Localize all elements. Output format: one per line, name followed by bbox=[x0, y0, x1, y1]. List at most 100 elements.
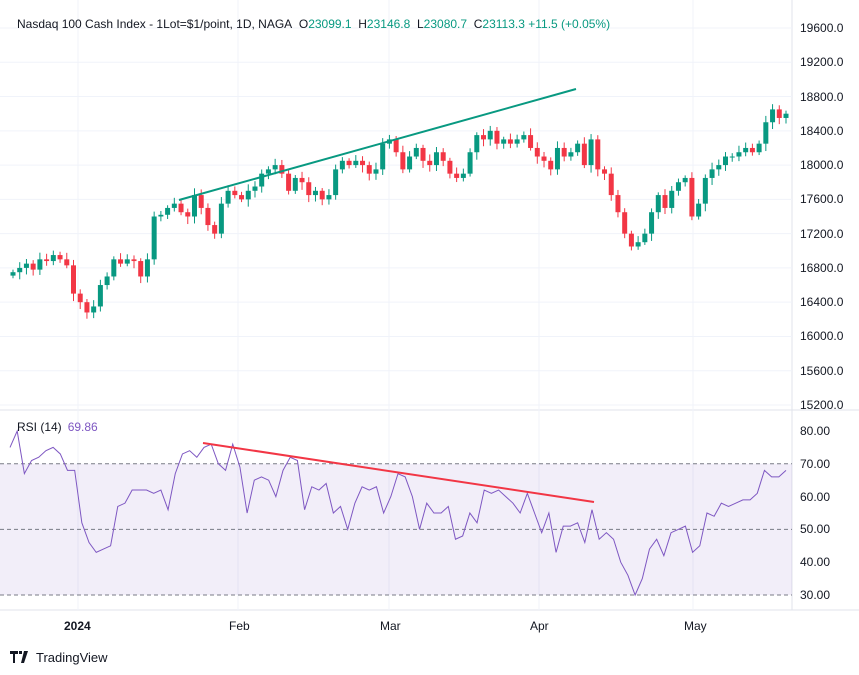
low-value: 23080.7 bbox=[423, 17, 468, 31]
candle-body bbox=[716, 165, 722, 170]
candle-body bbox=[124, 259, 130, 264]
price-tick: 18400.0 bbox=[800, 123, 844, 138]
rsi-label: RSI (14) bbox=[17, 420, 62, 434]
candle-body bbox=[709, 169, 715, 178]
candle-body bbox=[642, 233, 648, 243]
price-tick: 19200.0 bbox=[800, 55, 844, 70]
candle-body bbox=[185, 212, 191, 217]
candle-body bbox=[111, 259, 117, 277]
candle-body bbox=[696, 203, 702, 217]
candle-body bbox=[541, 156, 547, 161]
candle-body bbox=[239, 195, 245, 200]
candle-body bbox=[151, 216, 157, 260]
candle-body bbox=[548, 160, 554, 170]
candle-body bbox=[400, 152, 406, 170]
candle-body bbox=[602, 169, 608, 174]
candle-body bbox=[433, 152, 439, 166]
candle-body bbox=[407, 156, 413, 170]
candle-body bbox=[259, 173, 265, 187]
candle-body bbox=[749, 147, 755, 153]
candle-body bbox=[23, 263, 29, 268]
rsi-tick: 60.00 bbox=[800, 489, 831, 504]
tradingview-logo[interactable]: TradingView bbox=[10, 650, 108, 665]
price-tick: 15600.0 bbox=[800, 363, 844, 378]
candle-body bbox=[272, 165, 278, 170]
candle-body bbox=[299, 177, 305, 183]
candle-body bbox=[702, 177, 708, 204]
price-tick: 18000.0 bbox=[800, 158, 844, 173]
candle-body bbox=[158, 214, 164, 217]
candle-body bbox=[723, 156, 729, 166]
candle-body bbox=[104, 276, 110, 286]
rsi-line bbox=[9, 429, 787, 597]
candle-body bbox=[481, 135, 487, 140]
candle-body bbox=[50, 255, 56, 262]
candle-body bbox=[339, 160, 345, 170]
candle-body bbox=[225, 190, 231, 204]
rsi-tick: 80.00 bbox=[800, 424, 831, 438]
candle-body bbox=[595, 139, 601, 170]
price-trendline bbox=[178, 88, 577, 201]
price-tick: 17200.0 bbox=[800, 226, 844, 241]
candle-body bbox=[628, 233, 634, 247]
candle-body bbox=[178, 203, 184, 213]
candle-body bbox=[312, 190, 318, 196]
candle-body bbox=[528, 135, 534, 148]
candle-body bbox=[447, 160, 453, 174]
candle-body bbox=[474, 135, 480, 153]
candle-body bbox=[635, 242, 641, 247]
candle-body bbox=[507, 139, 513, 144]
candle-body bbox=[198, 195, 204, 208]
candle-body bbox=[265, 169, 271, 174]
candle-body bbox=[286, 173, 292, 191]
rsi-tick: 40.00 bbox=[800, 555, 831, 570]
rsi-tick: 70.00 bbox=[800, 456, 831, 471]
candle-body bbox=[326, 195, 332, 200]
candle-body bbox=[669, 190, 675, 208]
candle-body bbox=[138, 261, 144, 277]
price-tick: 16400.0 bbox=[800, 295, 844, 310]
candle-body bbox=[57, 255, 63, 260]
candle-body bbox=[393, 139, 399, 153]
candle-body bbox=[171, 203, 177, 208]
candle-body bbox=[501, 139, 507, 144]
candle-body bbox=[218, 203, 224, 234]
candle-body bbox=[763, 122, 769, 144]
candle-body bbox=[561, 147, 567, 157]
candle-body bbox=[675, 182, 681, 191]
candle-body bbox=[783, 113, 789, 118]
candle-body bbox=[420, 147, 426, 161]
candle-body bbox=[581, 143, 587, 166]
candle-body bbox=[736, 152, 742, 157]
candle-body bbox=[77, 293, 83, 303]
candle-body bbox=[144, 259, 150, 277]
candle-body bbox=[84, 302, 90, 313]
rsi-trendline bbox=[202, 442, 595, 503]
candle-body bbox=[454, 173, 460, 178]
rsi-tick: 30.00 bbox=[800, 588, 831, 602]
rsi-value: 69.86 bbox=[67, 420, 98, 434]
price-tick: 16000.0 bbox=[800, 329, 844, 344]
candle-body bbox=[608, 173, 614, 196]
candle-body bbox=[212, 225, 218, 234]
price-tick: 17600.0 bbox=[800, 192, 844, 207]
price-tick: 16800.0 bbox=[800, 260, 844, 275]
candle-body bbox=[131, 259, 137, 262]
candle-body bbox=[306, 182, 312, 196]
candle-body bbox=[165, 207, 171, 215]
candle-body bbox=[534, 147, 540, 157]
candle-body bbox=[655, 195, 661, 213]
time-tick: Feb bbox=[229, 619, 250, 633]
candle-body bbox=[70, 265, 76, 294]
candle-body bbox=[662, 195, 668, 208]
candle-body bbox=[30, 263, 36, 270]
tradingview-logo-icon bbox=[10, 651, 28, 663]
candle-body bbox=[413, 147, 419, 157]
candle-body bbox=[440, 152, 446, 161]
candle-body bbox=[118, 259, 124, 264]
symbol-title: Nasdaq 100 Cash Index - 1Lot=$1/point, 1… bbox=[17, 17, 293, 31]
candle-body bbox=[487, 130, 493, 140]
candle-body bbox=[494, 130, 500, 144]
